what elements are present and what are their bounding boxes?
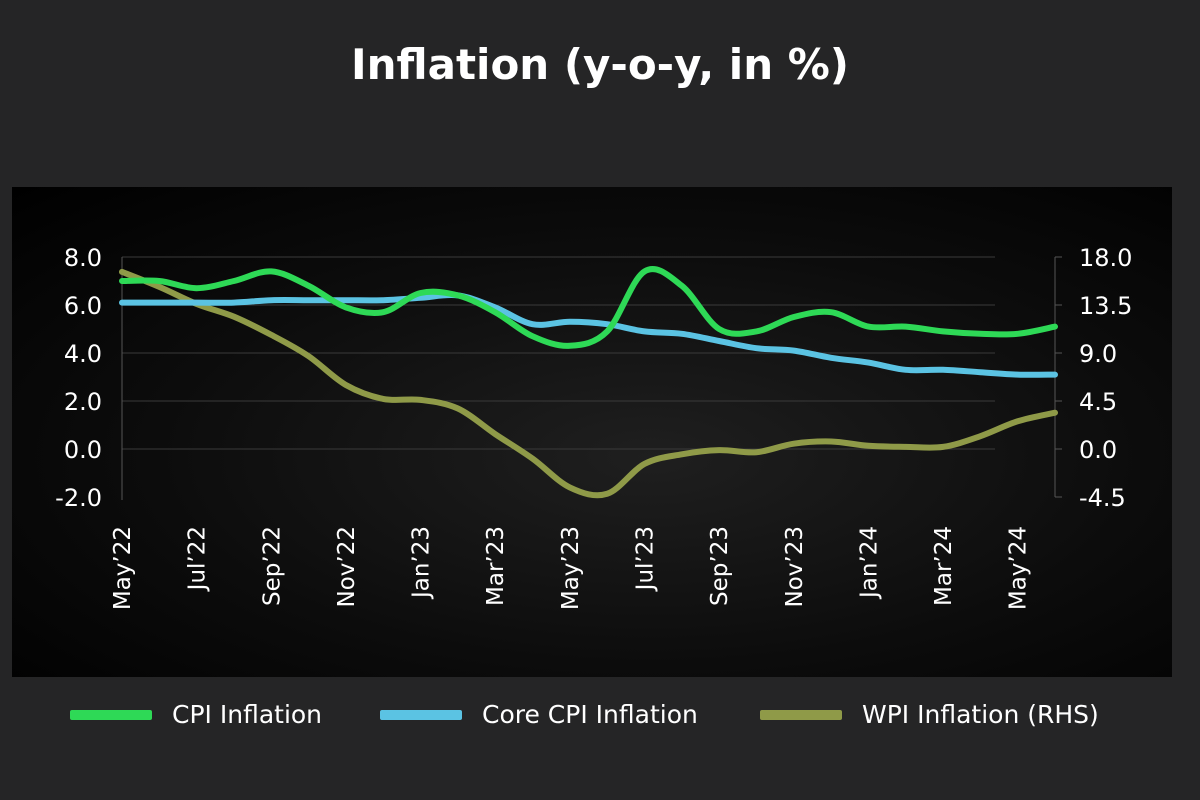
core-cpi-line: [119, 291, 1058, 378]
legend-label-wpi: WPI Inflation (RHS): [862, 700, 1099, 729]
x-axis-tick-label: May’22: [110, 526, 136, 610]
x-axis-tick-label: Sep’23: [707, 526, 733, 606]
legend-swatch-core-cpi: [380, 710, 462, 720]
x-axis-tick-label: Jul’22: [185, 526, 211, 592]
right-axis-tick-label: 9.0: [1079, 340, 1117, 368]
x-axis-tick-label: Mar’23: [483, 526, 509, 606]
left-axis-tick-label: 6.0: [64, 292, 102, 320]
legend-swatch-wpi: [760, 710, 842, 720]
chart-panel: [12, 187, 1172, 677]
cpi-line: [119, 266, 1058, 349]
legend-label-cpi: CPI Inflation: [172, 700, 323, 729]
x-axis-tick-label: Nov’22: [334, 526, 360, 607]
legend-swatch-cpi: [70, 710, 152, 720]
left-axis-tick-label: 2.0: [64, 388, 102, 416]
x-axis-tick-label: May’23: [558, 526, 584, 610]
chart-title: Inflation (y-o-y, in %): [350, 40, 850, 89]
x-axis-tick-label: Nov’23: [782, 526, 808, 607]
x-axis-tick-label: Jul’23: [632, 526, 658, 592]
right-axis-tick-label: 18.0: [1079, 244, 1132, 272]
chart-legend: CPI Inflation Core CPI Inflation WPI Inf…: [70, 697, 1170, 737]
left-axis-tick-label: -2.0: [55, 484, 102, 512]
x-axis-tick-label: Mar’24: [931, 526, 957, 606]
x-axis-tick-label: Jan’24: [856, 526, 882, 600]
x-axis-tick-label: May’24: [1006, 526, 1032, 610]
legend-label-core-cpi: Core CPI Inflation: [482, 700, 698, 729]
right-axis-tick-label: 13.5: [1079, 292, 1132, 320]
wpi-line: [119, 268, 1058, 499]
right-axis-tick-label: 0.0: [1079, 436, 1117, 464]
x-axis-tick-label: Jan’23: [409, 526, 435, 600]
right-axis-tick-label: -4.5: [1079, 484, 1126, 512]
left-axis-tick-label: 8.0: [64, 244, 102, 272]
x-axis-tick-label: Sep’22: [259, 526, 285, 606]
left-axis-tick-label: 4.0: [64, 340, 102, 368]
right-axis-tick-label: 4.5: [1079, 388, 1117, 416]
left-axis-tick-label: 0.0: [64, 436, 102, 464]
